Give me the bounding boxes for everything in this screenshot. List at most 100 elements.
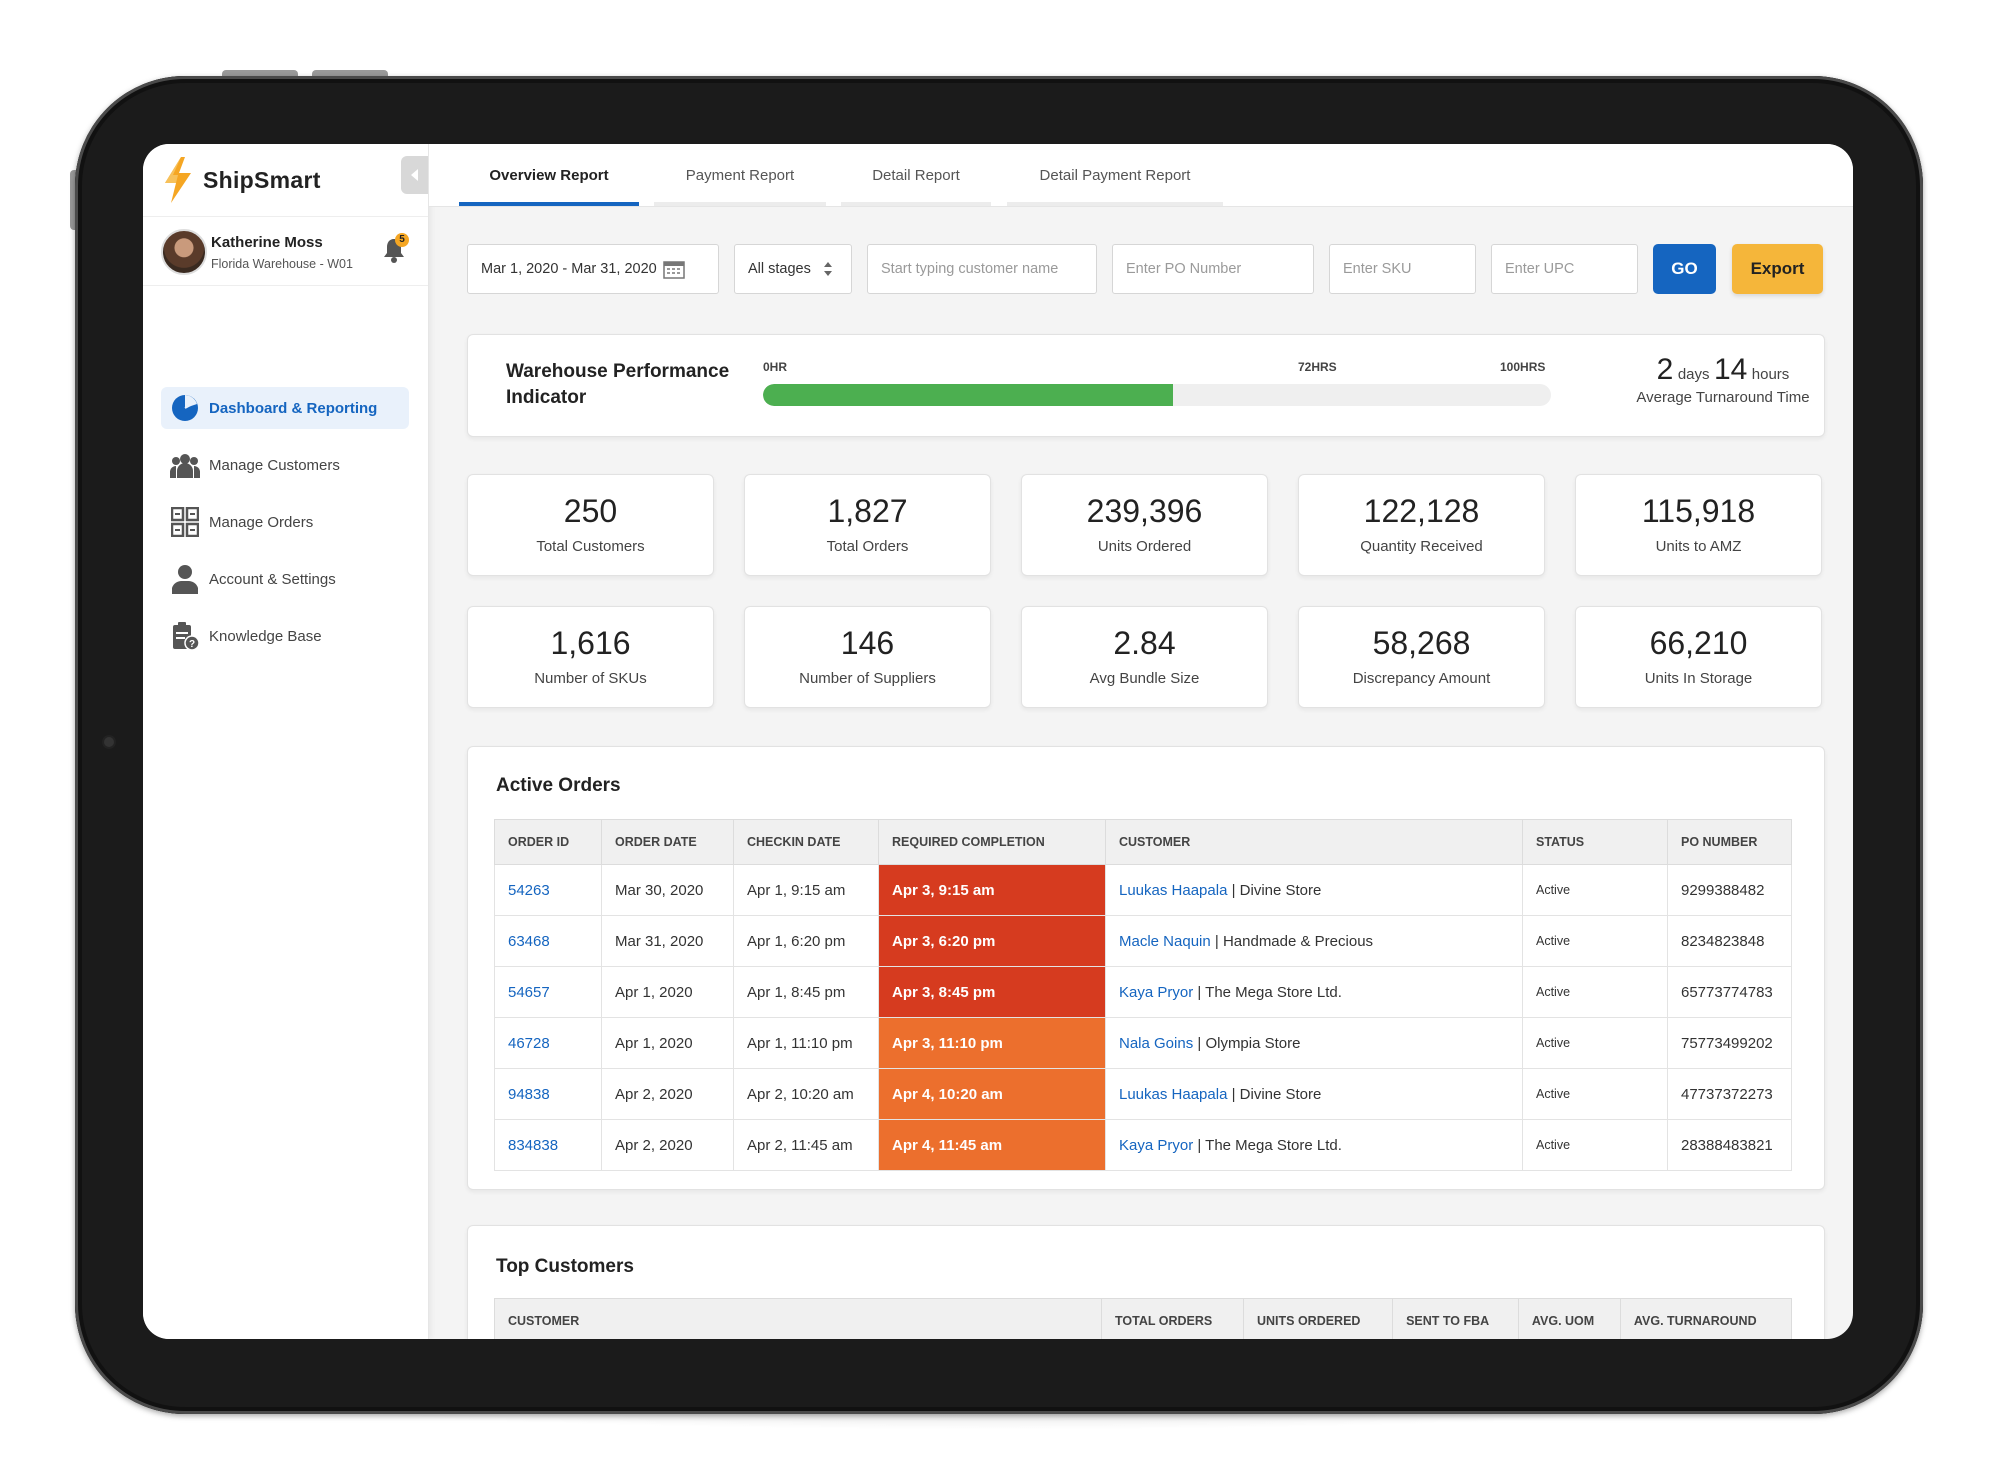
customer-contact-link[interactable]: Kaya Pryor: [1119, 1136, 1194, 1154]
column-header-customer[interactable]: CUSTOMER: [1105, 819, 1523, 865]
pie-chart-icon: [169, 393, 201, 423]
column-header-po-number[interactable]: PO NUMBER: [1667, 819, 1792, 865]
stage-select[interactable]: All stages: [734, 244, 852, 294]
required-completion: Apr 3, 9:15 am: [878, 864, 1106, 916]
column-header-order-date[interactable]: ORDER DATE: [601, 819, 734, 865]
stat-value: 115,918: [1641, 493, 1756, 529]
order-id-link[interactable]: 54657: [494, 966, 602, 1018]
stage-select-value: All stages: [748, 261, 811, 277]
stat-card-number-of-suppliers: 146 Number of Suppliers: [744, 606, 991, 708]
table-row[interactable]: 54657 Apr 1, 2020 Apr 1, 8:45 pm Apr 3, …: [494, 966, 1792, 1018]
stat-label: Discrepancy Amount: [1352, 670, 1491, 687]
column-header-customer[interactable]: CUSTOMER: [494, 1298, 1102, 1339]
user-icon: [169, 564, 201, 594]
top-customers-card: Top Customers CUSTOMER TOTAL ORDERS UNIT…: [467, 1225, 1825, 1339]
status-badge: Active: [1522, 966, 1668, 1018]
tab-label: Payment Report: [685, 166, 795, 184]
customer-search-input[interactable]: Start typing customer name: [867, 244, 1097, 294]
stat-card-avg-bundle-size: 2.84 Avg Bundle Size: [1021, 606, 1268, 708]
stat-value: 122,128: [1363, 493, 1480, 529]
upc-input[interactable]: Enter UPC: [1491, 244, 1638, 294]
order-date: Mar 31, 2020: [601, 915, 734, 967]
column-header-status[interactable]: STATUS: [1522, 819, 1668, 865]
order-id-link[interactable]: 54263: [494, 864, 602, 916]
column-header-required-completion[interactable]: REQUIRED COMPLETION: [878, 819, 1106, 865]
column-header-checkin-date[interactable]: CHECKIN DATE: [733, 819, 879, 865]
go-button[interactable]: GO: [1653, 244, 1716, 294]
tab-underline: [654, 202, 826, 206]
table-row[interactable]: 46728 Apr 1, 2020 Apr 1, 11:10 pm Apr 3,…: [494, 1017, 1792, 1069]
sidebar-item-manage-customers[interactable]: Manage Customers: [161, 444, 409, 486]
date-range-picker[interactable]: Mar 1, 2020 - Mar 31, 2020: [467, 244, 719, 294]
stat-value: 250: [563, 493, 618, 529]
sidebar-item-label: Account & Settings: [209, 570, 336, 588]
tab-label: Detail Payment Report: [1039, 166, 1191, 184]
customer-contact-link[interactable]: Kaya Pryor: [1119, 983, 1194, 1001]
customer-contact-link[interactable]: Luukas Haapala: [1119, 1085, 1228, 1103]
stat-value: 1,827: [827, 493, 908, 529]
export-button[interactable]: Export: [1732, 244, 1823, 294]
tab-detail-report[interactable]: Detail Report: [841, 144, 991, 206]
order-id-link[interactable]: 94838: [494, 1068, 602, 1120]
required-completion: Apr 3, 6:20 pm: [878, 915, 1106, 967]
po-number: 47737372273: [1667, 1068, 1792, 1120]
sidebar: ShipSmart Katherine Moss Florida Warehou…: [143, 144, 429, 1339]
select-arrows-icon: [823, 262, 832, 276]
sidebar-item-knowledge-base[interactable]: ? Knowledge Base: [161, 615, 409, 657]
logo[interactable]: ShipSmart: [161, 156, 361, 204]
sidebar-item-manage-orders[interactable]: Manage Orders: [161, 501, 409, 543]
column-header-avg-turnaround[interactable]: AVG. TURNAROUND: [1619, 1298, 1793, 1339]
status-badge: Active: [1522, 864, 1668, 916]
tab-detail-payment-report[interactable]: Detail Payment Report: [1007, 144, 1223, 206]
stat-card-units-ordered: 239,396 Units Ordered: [1021, 474, 1268, 576]
order-id-link[interactable]: 46728: [494, 1017, 602, 1069]
column-header-units-ordered[interactable]: UNITS ORDERED: [1242, 1298, 1394, 1339]
tab-payment-report[interactable]: Payment Report: [654, 144, 826, 206]
stat-label: Number of SKUs: [534, 670, 647, 687]
po-number-placeholder: Enter PO Number: [1126, 261, 1242, 277]
stat-value: 1,616: [550, 625, 631, 661]
column-header-sent-to-fba[interactable]: SENT TO FBA: [1392, 1298, 1519, 1339]
customer-cell: Kaya Pryor | The Mega Store Ltd.: [1105, 966, 1523, 1018]
status-badge: Active: [1522, 915, 1668, 967]
table-header-row: CUSTOMER TOTAL ORDERS UNITS ORDERED SENT…: [494, 1298, 1793, 1339]
po-number: 8234823848: [1667, 915, 1792, 967]
tab-overview-report[interactable]: Overview Report: [459, 144, 639, 206]
customer-contact-link[interactable]: Macle Naquin: [1119, 932, 1211, 950]
checkin-date: Apr 1, 8:45 pm: [733, 966, 879, 1018]
main-content: Overview Report Payment Report Detail Re…: [429, 144, 1853, 1339]
column-header-total-orders[interactable]: TOTAL ORDERS: [1101, 1298, 1244, 1339]
sidebar-item-account-settings[interactable]: Account & Settings: [161, 558, 409, 600]
table-header-row: ORDER ID ORDER DATE CHECKIN DATE REQUIRE…: [494, 819, 1792, 865]
order-id-link[interactable]: 834838: [494, 1119, 602, 1171]
collapse-sidebar-button[interactable]: [401, 156, 428, 194]
table-row[interactable]: 54263 Mar 30, 2020 Apr 1, 9:15 am Apr 3,…: [494, 864, 1792, 916]
sidebar-item-dashboard-reporting[interactable]: Dashboard & Reporting: [161, 387, 409, 429]
table-row[interactable]: 834838 Apr 2, 2020 Apr 2, 11:45 am Apr 4…: [494, 1119, 1792, 1171]
user-profile[interactable]: Katherine Moss Florida Warehouse - W01 5: [143, 216, 428, 286]
tab-underline: [841, 202, 991, 206]
table-row[interactable]: 63468 Mar 31, 2020 Apr 1, 6:20 pm Apr 3,…: [494, 915, 1792, 967]
filter-bar: Mar 1, 2020 - Mar 31, 2020 All stages St…: [467, 244, 1827, 296]
lightning-logo-icon: [165, 157, 191, 203]
sku-input[interactable]: Enter SKU: [1329, 244, 1476, 294]
column-header-order-id[interactable]: ORDER ID: [494, 819, 602, 865]
avatar[interactable]: [161, 229, 207, 275]
stat-card-number-of-skus: 1,616 Number of SKUs: [467, 606, 714, 708]
po-number-input[interactable]: Enter PO Number: [1112, 244, 1314, 294]
customer-cell: Luukas Haapala | Divine Store: [1105, 864, 1523, 916]
stat-value: 66,210: [1649, 625, 1748, 661]
customer-contact-link[interactable]: Nala Goins: [1119, 1034, 1194, 1052]
stat-label: Avg Bundle Size: [1089, 670, 1200, 687]
device-volume-button: [312, 70, 388, 78]
order-date: Apr 2, 2020: [601, 1068, 734, 1120]
column-header-avg-uom[interactable]: AVG. UOM: [1517, 1298, 1621, 1339]
customer-contact-link[interactable]: Luukas Haapala: [1119, 881, 1228, 899]
stat-value: 239,396: [1086, 493, 1203, 529]
table-row[interactable]: 94838 Apr 2, 2020 Apr 2, 10:20 am Apr 4,…: [494, 1068, 1792, 1120]
app-screen: ShipSmart Katherine Moss Florida Warehou…: [143, 144, 1853, 1339]
stat-card-units-to-amz: 115,918 Units to AMZ: [1575, 474, 1822, 576]
order-id-link[interactable]: 63468: [494, 915, 602, 967]
required-completion: Apr 3, 11:10 pm: [878, 1017, 1106, 1069]
stat-card-units-in-storage: 66,210 Units In Storage: [1575, 606, 1822, 708]
